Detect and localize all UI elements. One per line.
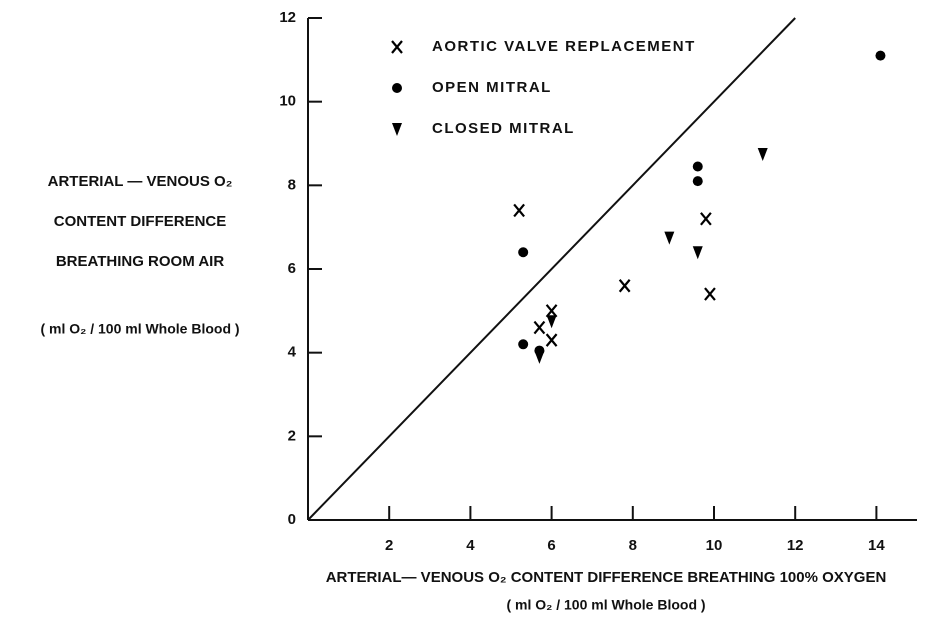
y-axis-label: CONTENT DIFFERENCE [54,213,227,230]
point [700,212,712,226]
point [533,320,546,335]
identity-line [307,17,796,521]
y-tick-label: 2 [288,427,296,444]
x-tick-label: 8 [629,537,637,554]
point [545,304,558,318]
point [664,231,675,245]
y-axis-label: ( ml O₂ / 100 ml Whole Blood ) [40,321,239,337]
legend-label: CLOSED MITRAL [432,120,575,137]
legend-label: AORTIC VALVE REPLACEMENT [432,38,696,55]
point [692,246,703,260]
point [757,147,768,161]
x-tick-label: 6 [547,537,555,554]
point [618,279,631,293]
x-axis-label: ( ml O₂ / 100 ml Whole Blood ) [506,597,705,613]
legend-marker [391,40,403,54]
y-tick-label: 0 [288,511,296,528]
y-axis-label: BREATHING ROOM AIR [56,253,224,270]
x-tick-label: 2 [385,537,393,554]
x-tick-label: 12 [787,537,804,554]
x-tick-label: 4 [466,537,475,554]
point [704,287,716,301]
legend-marker [392,83,402,93]
point [692,176,703,187]
legend-marker [392,123,402,136]
legend-label: OPEN MITRAL [432,79,552,96]
y-tick-label: 10 [279,93,296,110]
y-tick-label: 12 [279,9,296,26]
point [513,203,525,218]
y-tick-label: 8 [288,176,296,193]
x-tick-label: 14 [868,537,885,554]
x-axis-label: ARTERIAL— VENOUS O₂ CONTENT DIFFERENCE B… [326,569,887,586]
point [692,161,703,172]
y-tick-label: 4 [288,344,297,361]
point [875,50,886,61]
point [534,350,545,364]
point [518,247,529,258]
y-tick-label: 6 [288,260,296,277]
point [545,333,558,347]
point [546,315,557,329]
y-axis-label: ARTERIAL — VENOUS O₂ [48,173,233,190]
point [518,339,529,350]
x-tick-label: 10 [706,537,723,554]
